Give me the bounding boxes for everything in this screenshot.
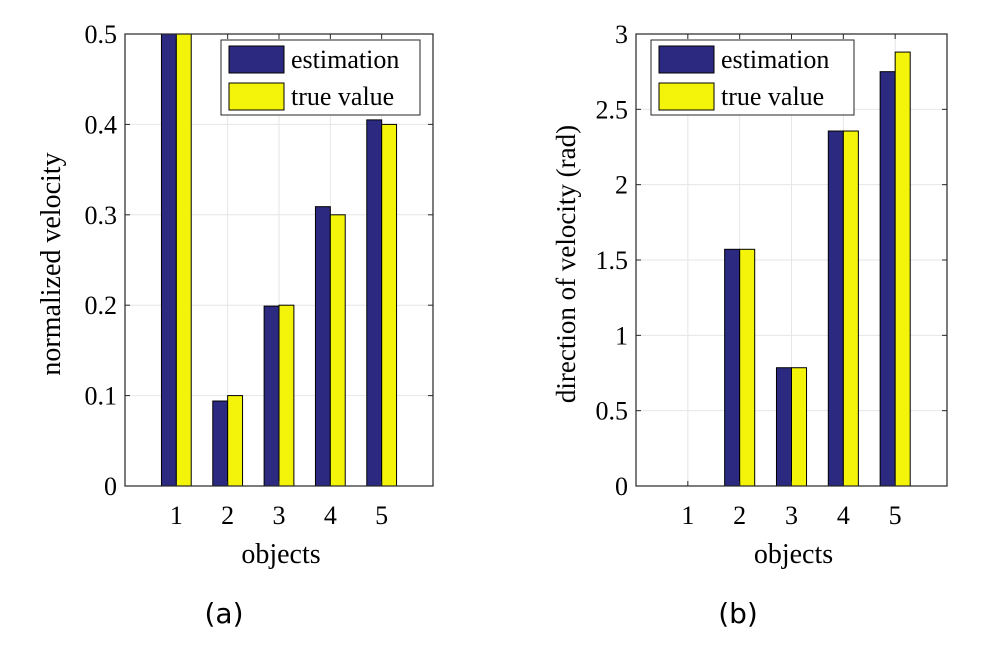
- bar-true-value-5: [381, 123, 398, 487]
- x-ticks: 1 2 3 4 5: [681, 34, 902, 530]
- bar-estimation-2: [212, 400, 229, 487]
- bar-estimation-4: [314, 206, 331, 487]
- y-tick-label: 0.4: [85, 110, 118, 139]
- legend-label-true-value: true value: [291, 82, 394, 111]
- legend-swatch-true-value: [658, 82, 715, 111]
- x-tick-label: 3: [273, 501, 286, 530]
- bar-estimation-4: [827, 130, 844, 487]
- legend-label-estimation: estimation: [721, 45, 829, 74]
- y-axis-label: normalized velocity: [36, 152, 67, 375]
- bar-true-value-2: [227, 395, 244, 487]
- y-ticks: 0 0.1 0.2 0.3 0.4 0.5: [85, 20, 433, 501]
- bar-estimation-3: [263, 305, 280, 487]
- x-axis-label: objects: [754, 539, 833, 570]
- legend-label-true-value: true value: [721, 82, 824, 111]
- y-ticks: 0 0.5 1 1.5 2 2.5 3: [596, 20, 947, 501]
- legend-swatch-true-value: [228, 82, 285, 111]
- y-tick-label: 0.3: [85, 201, 118, 230]
- x-tick-label: 3: [785, 501, 798, 530]
- x-tick-label: 4: [837, 501, 850, 530]
- bar-true-value-3: [278, 304, 295, 487]
- bar-estimation-2: [724, 248, 741, 487]
- bar-true-value-5: [894, 51, 911, 487]
- x-tick-label: 5: [889, 501, 902, 530]
- bar-true-value-3: [791, 367, 808, 487]
- y-tick-label: 2.5: [596, 95, 629, 124]
- chart-panel-a: 0 0.1 0.2 0.3 0.4 0.5 1 2 3 4 5 objects normalized v…: [36, 20, 434, 630]
- legend: estimation true value: [220, 39, 421, 116]
- legend-swatch-estimation: [658, 45, 715, 74]
- bars: [724, 51, 911, 487]
- x-tick-label: 4: [324, 501, 337, 530]
- y-tick-label: 1: [615, 321, 628, 350]
- y-axis-label: direction of velocity (rad): [551, 125, 581, 403]
- legend: estimation true value: [650, 39, 855, 116]
- x-tick-label: 2: [221, 501, 234, 530]
- x-tick-label: 1: [681, 501, 694, 530]
- panel-caption: (b): [718, 597, 758, 630]
- panel-caption: (a): [204, 597, 243, 630]
- x-axis-label: objects: [241, 539, 320, 570]
- x-tick-label: 5: [375, 501, 388, 530]
- y-tick-label: 0.5: [596, 397, 629, 426]
- bar-true-value-4: [329, 214, 346, 487]
- bar-true-value-1: [175, 33, 192, 487]
- y-tick-label: 0.1: [85, 382, 118, 411]
- y-tick-label: 3: [615, 20, 628, 49]
- bar-estimation-5: [366, 119, 383, 487]
- y-tick-label: 0: [615, 472, 628, 501]
- legend-swatch-estimation: [228, 45, 285, 74]
- y-tick-label: 0.2: [85, 291, 118, 320]
- bar-estimation-1: [160, 33, 177, 487]
- bar-estimation-5: [879, 71, 896, 487]
- bar-true-value-4: [842, 130, 859, 487]
- y-tick-label: 1.5: [596, 246, 629, 275]
- y-tick-label: 2: [615, 171, 628, 200]
- bar-true-value-2: [739, 248, 756, 487]
- y-tick-label: 0: [104, 472, 117, 501]
- legend-label-estimation: estimation: [291, 45, 399, 74]
- chart-panel-b: 0 0.5 1 1.5 2 2.5 3 1 2 3 4 5 objects direction of ve…: [551, 20, 948, 630]
- bar-estimation-3: [775, 367, 792, 487]
- x-tick-label: 1: [170, 501, 183, 530]
- y-tick-label: 0.5: [85, 20, 118, 49]
- x-ticks: 1 2 3 4 5: [170, 34, 388, 530]
- x-tick-label: 2: [733, 501, 746, 530]
